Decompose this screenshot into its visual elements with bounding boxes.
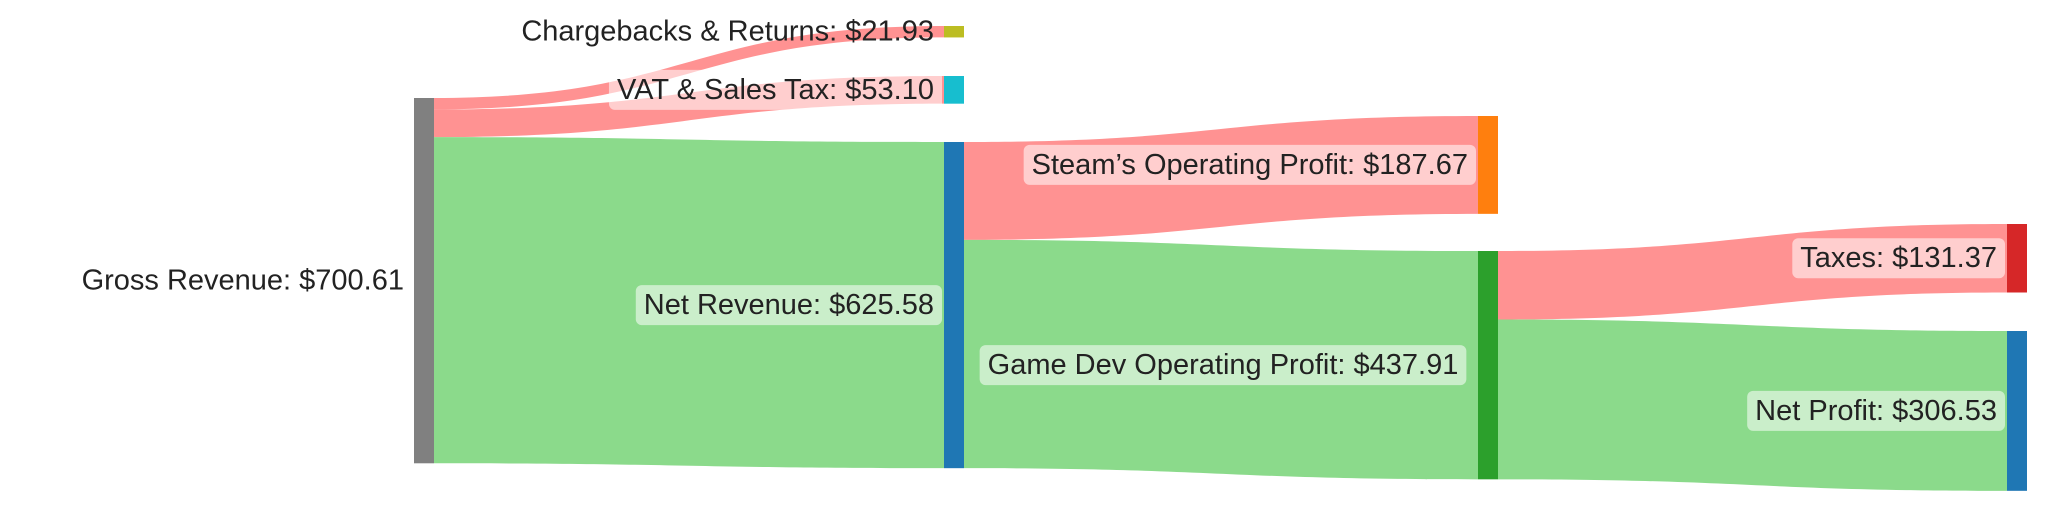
node-label-text-taxes: Taxes: $131.37 bbox=[1800, 242, 1997, 274]
node-label-bg-gamedev_profit bbox=[979, 345, 1467, 386]
node-label-gross: Gross Revenue: $700.61 bbox=[82, 265, 404, 297]
node-label-text-vat: VAT & Sales Tax: $53.10 bbox=[617, 74, 934, 106]
node-label-text-chargebacks: Chargebacks & Returns: $21.93 bbox=[521, 16, 934, 48]
node-label-taxes: Taxes: $131.37 bbox=[1792, 238, 2005, 279]
node-taxes bbox=[2007, 224, 2027, 293]
node-label-net_profit: Net Profit: $306.53 bbox=[1747, 390, 2005, 431]
node-net_profit bbox=[2007, 331, 2027, 491]
node-net_revenue bbox=[944, 142, 964, 469]
node-label-bg-net_revenue bbox=[635, 285, 942, 326]
node-label-text-steam_profit: Steam’s Operating Profit: $187.67 bbox=[1032, 149, 1468, 181]
link-gross-to-chargebacks bbox=[434, 26, 944, 110]
node-label-text-net_profit: Net Profit: $306.53 bbox=[1755, 395, 1997, 427]
node-label-text-net_revenue: Net Revenue: $625.58 bbox=[644, 289, 934, 321]
node-label-vat: VAT & Sales Tax: $53.10 bbox=[608, 69, 942, 110]
node-label-bg-taxes bbox=[1792, 238, 2005, 279]
node-label-steam_profit: Steam’s Operating Profit: $187.67 bbox=[1023, 144, 1476, 185]
node-label-gamedev_profit: Game Dev Operating Profit: $437.91 bbox=[979, 345, 1467, 386]
sankey-nodes bbox=[414, 26, 2027, 491]
node-label-bg-net_profit bbox=[1747, 390, 2005, 431]
node-label-text-gamedev_profit: Game Dev Operating Profit: $437.91 bbox=[988, 349, 1459, 381]
sankey-labels: Gross Revenue: $700.61 Chargebacks & Retu… bbox=[82, 16, 2005, 431]
node-label-net_revenue: Net Revenue: $625.58 bbox=[635, 285, 942, 326]
node-label-chargebacks: Chargebacks & Returns: $21.93 bbox=[521, 16, 934, 48]
node-label-text-gross: Gross Revenue: $700.61 bbox=[82, 265, 404, 297]
node-chargebacks bbox=[944, 26, 964, 38]
node-label-bg-steam_profit bbox=[1023, 144, 1476, 185]
node-gamedev_profit bbox=[1478, 251, 1498, 480]
node-vat bbox=[944, 76, 964, 104]
node-gross bbox=[414, 98, 434, 464]
node-label-bg-vat bbox=[608, 69, 942, 110]
node-steam_profit bbox=[1478, 116, 1498, 214]
sankey-links bbox=[434, 26, 2007, 491]
